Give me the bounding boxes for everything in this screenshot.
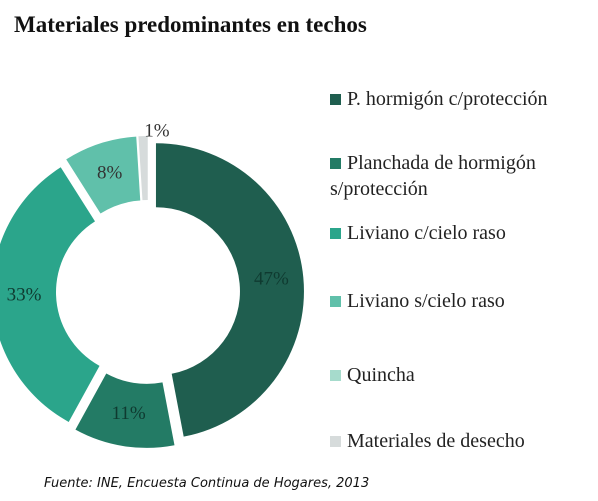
legend-swatch bbox=[330, 158, 341, 169]
chart-title: Materiales predominantes en techos bbox=[14, 12, 367, 37]
legend-item: P. hormigón c/protección bbox=[330, 86, 575, 112]
legend-label: Liviano s/cielo raso bbox=[347, 290, 505, 312]
legend-item: Planchada de hormigón s/protección bbox=[330, 150, 575, 202]
legend-swatch bbox=[330, 228, 341, 239]
data-label: 47% bbox=[254, 269, 289, 290]
donut-slice bbox=[75, 373, 175, 448]
source: Fuente: INE, Encuesta Continua de Hogare… bbox=[44, 476, 370, 491]
donut-slice bbox=[155, 143, 304, 437]
data-label: 8% bbox=[97, 162, 123, 183]
legend-label: Quincha bbox=[347, 364, 415, 386]
data-label: 11% bbox=[112, 403, 146, 424]
legend-swatch bbox=[330, 94, 341, 105]
legend-swatch bbox=[330, 296, 341, 307]
legend-label: Planchada de hormigón s/protección bbox=[330, 152, 536, 200]
legend-swatch bbox=[330, 436, 341, 447]
legend-label: Liviano c/cielo raso bbox=[347, 222, 506, 244]
legend-item: Materiales de desecho bbox=[330, 428, 592, 454]
legend-swatch bbox=[330, 370, 341, 381]
donut-slice bbox=[0, 167, 100, 422]
donut-slice bbox=[138, 136, 148, 201]
legend-label: Materiales de desecho bbox=[347, 430, 525, 452]
legend-item: Liviano c/cielo raso bbox=[330, 220, 592, 246]
data-label: 33% bbox=[7, 284, 42, 305]
legend-item: Quincha bbox=[330, 362, 592, 388]
donut-slice bbox=[66, 136, 141, 214]
legend-item: Liviano s/cielo raso bbox=[330, 288, 592, 314]
data-label: 1% bbox=[144, 120, 170, 141]
legend-label: P. hormigón c/protección bbox=[347, 88, 548, 110]
